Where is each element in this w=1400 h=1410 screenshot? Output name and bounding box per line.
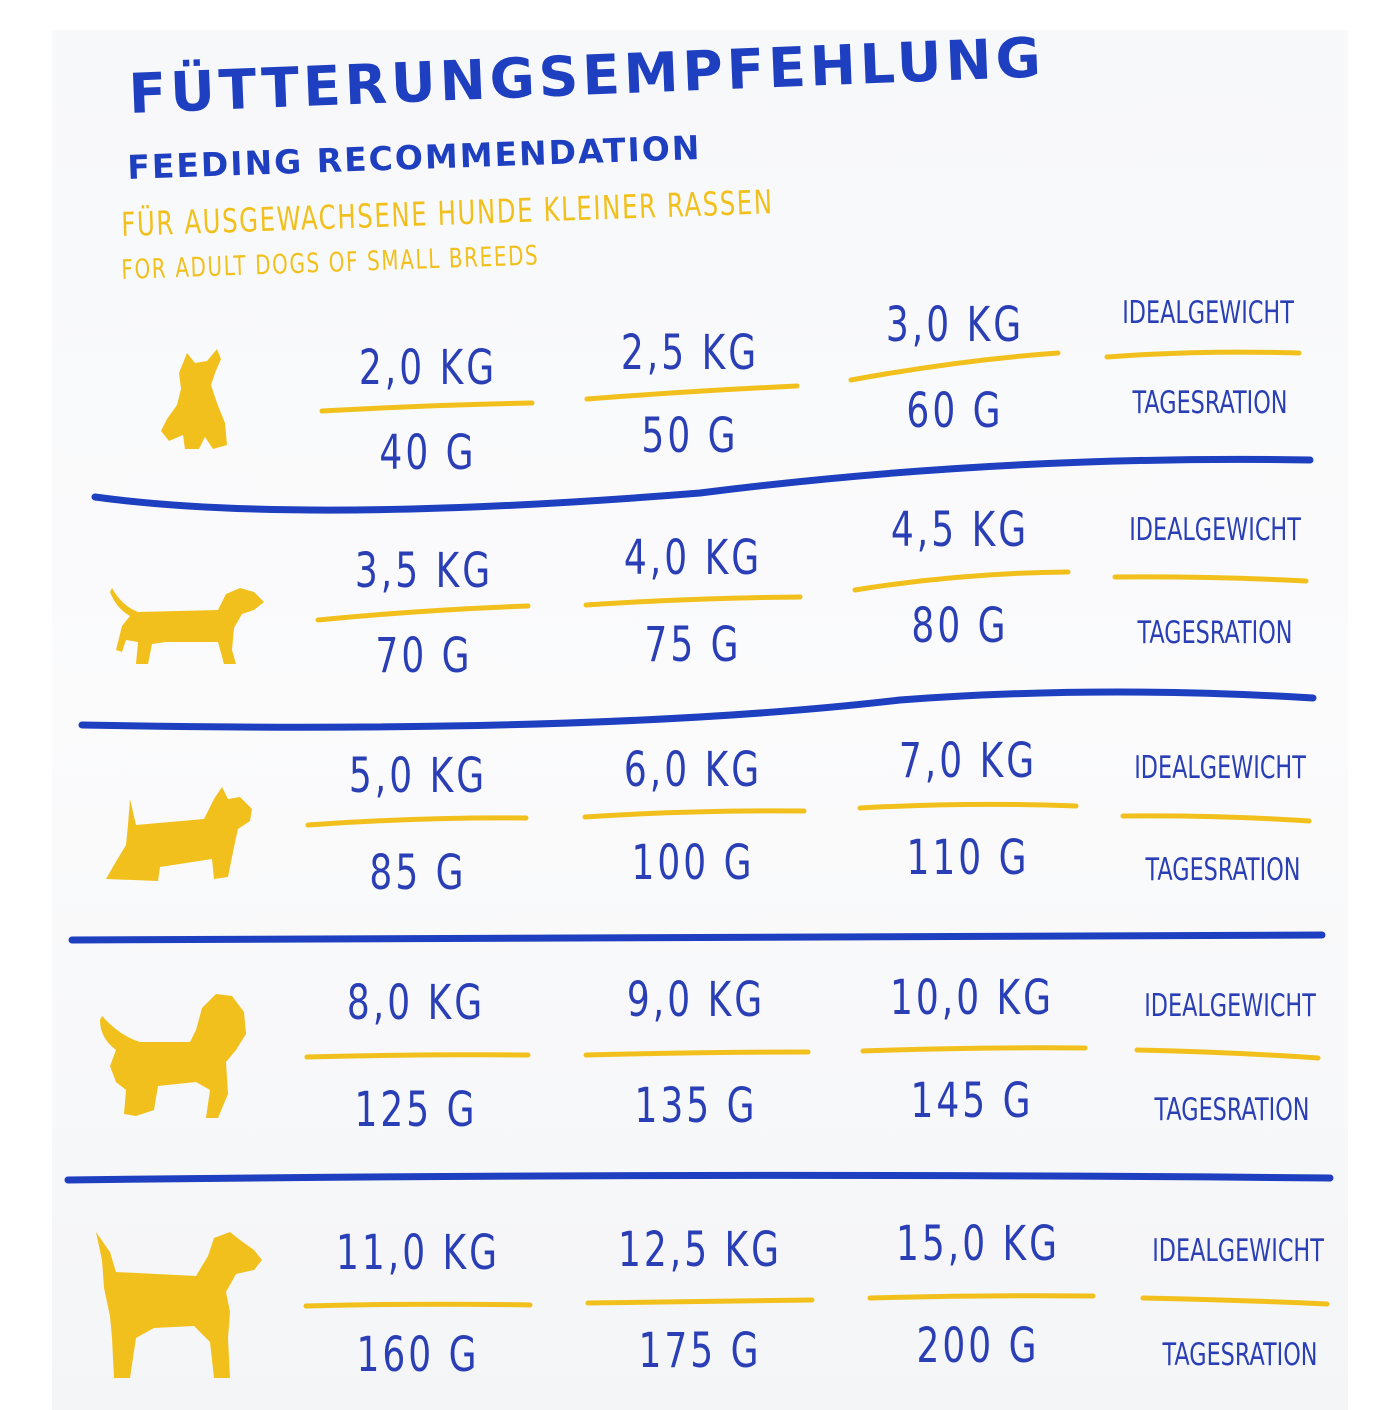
weight-value: 2,5 KG xyxy=(620,325,760,381)
daily-ration-label: TAGESRATION xyxy=(1137,615,1293,651)
underline xyxy=(1104,349,1302,360)
weight-value: 7,0 KG xyxy=(898,733,1038,789)
weight-value: 2,0 KG xyxy=(358,340,498,396)
underline xyxy=(848,350,1061,383)
daily-ration-label: TAGESRATION xyxy=(1145,852,1301,888)
ration-value: 135 G xyxy=(634,1078,758,1134)
underline xyxy=(857,801,1079,811)
underline xyxy=(305,815,529,828)
daily-ration-label: TAGESRATION xyxy=(1132,385,1288,421)
ration-value: 200 G xyxy=(916,1318,1040,1374)
row-divider xyxy=(78,688,1317,731)
underline xyxy=(1120,813,1312,824)
weight-value: 15,0 KG xyxy=(895,1216,1061,1272)
weight-value: 9,0 KG xyxy=(626,972,766,1028)
ideal-weight-label: IDEALGEWICHT xyxy=(1122,295,1294,331)
underline xyxy=(584,383,800,402)
ration-value: 125 G xyxy=(354,1082,478,1138)
row-divider xyxy=(68,931,1326,944)
ideal-weight-label: IDEALGEWICHT xyxy=(1134,750,1306,786)
underline xyxy=(303,1301,533,1309)
underline xyxy=(867,1293,1096,1301)
underline xyxy=(583,1049,811,1058)
underline xyxy=(1112,574,1309,584)
underline xyxy=(1140,1295,1330,1307)
weight-value: 12,5 KG xyxy=(617,1222,783,1278)
dachshund-icon xyxy=(110,588,264,664)
weight-value: 5,0 KG xyxy=(348,748,488,804)
fox-terrier-icon xyxy=(96,1232,262,1378)
ration-value: 50 G xyxy=(641,408,739,464)
weight-value: 4,0 KG xyxy=(623,530,763,586)
ration-value: 160 G xyxy=(356,1327,480,1383)
ration-value: 70 G xyxy=(375,628,473,684)
ration-value: 75 G xyxy=(644,617,742,673)
yorkshire-terrier-icon xyxy=(161,349,227,449)
weight-value: 4,5 KG xyxy=(890,502,1030,558)
weight-value: 11,0 KG xyxy=(335,1225,501,1281)
underline xyxy=(1134,1047,1321,1061)
underline xyxy=(852,569,1071,593)
daily-ration-label: TAGESRATION xyxy=(1162,1337,1318,1373)
ration-value: 145 G xyxy=(910,1073,1034,1129)
row-divider xyxy=(91,455,1314,514)
ideal-weight-label: IDEALGEWICHT xyxy=(1152,1233,1324,1269)
ideal-weight-label: IDEALGEWICHT xyxy=(1144,988,1316,1024)
ration-value: 85 G xyxy=(369,845,467,901)
underline xyxy=(860,1045,1088,1054)
ration-value: 40 G xyxy=(379,425,477,481)
ration-value: 60 G xyxy=(906,383,1004,439)
row-divider xyxy=(64,1171,1334,1184)
underline xyxy=(315,603,531,623)
underline xyxy=(585,1297,815,1306)
ration-value: 100 G xyxy=(631,835,755,891)
weight-value: 8,0 KG xyxy=(346,975,486,1031)
ration-value: 175 G xyxy=(638,1323,762,1379)
underline xyxy=(583,594,803,608)
scottish-terrier-icon xyxy=(106,787,252,881)
ration-value: 80 G xyxy=(911,598,1009,654)
poodle-icon xyxy=(100,994,246,1118)
ideal-weight-label: IDEALGEWICHT xyxy=(1129,512,1301,548)
ration-value: 110 G xyxy=(906,830,1030,886)
weight-value: 6,0 KG xyxy=(623,742,763,798)
underline xyxy=(582,808,807,820)
underline xyxy=(319,400,535,414)
underline xyxy=(304,1052,531,1060)
weight-value: 3,5 KG xyxy=(354,543,494,599)
weight-value: 3,0 KG xyxy=(885,297,1025,353)
weight-value: 10,0 KG xyxy=(889,970,1055,1026)
daily-ration-label: TAGESRATION xyxy=(1154,1092,1310,1128)
